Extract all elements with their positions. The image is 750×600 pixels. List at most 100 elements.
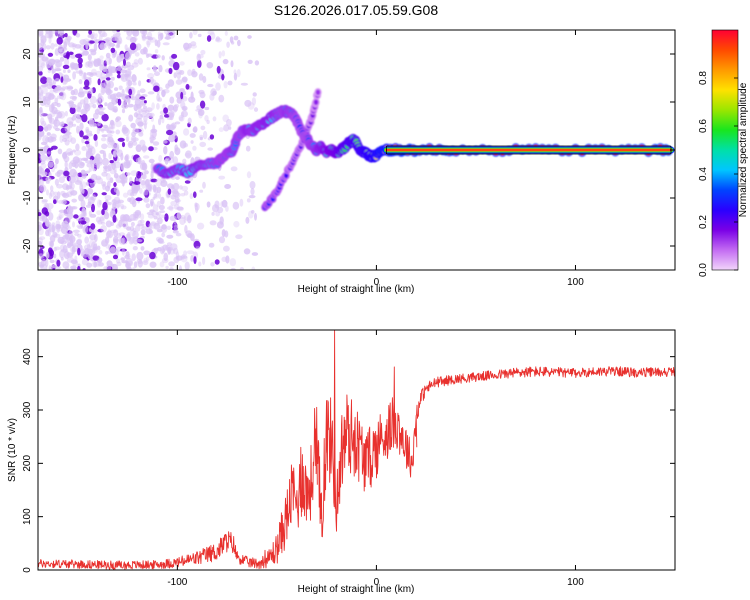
- noise-point: [82, 50, 89, 56]
- noise-point: [49, 265, 53, 270]
- noise-point: [69, 151, 74, 156]
- noise-point: [251, 97, 257, 106]
- noise-point: [128, 142, 132, 147]
- noise-point: [80, 181, 87, 188]
- chart-title: S126.2026.017.05.59.G08: [273, 2, 439, 18]
- noise-point: [97, 228, 104, 233]
- noise-point: [38, 132, 42, 142]
- noise-point: [65, 35, 73, 41]
- noise-point: [221, 50, 226, 57]
- noise-point: [99, 149, 105, 154]
- noise-point: [107, 229, 112, 238]
- noise-point: [64, 160, 68, 169]
- noise-point: [101, 209, 105, 216]
- noise-point: [62, 134, 70, 140]
- noise-point: [101, 113, 109, 122]
- noise-point: [204, 106, 210, 111]
- noise-point: [111, 263, 118, 270]
- noise-point: [49, 259, 55, 264]
- noise-point: [156, 93, 161, 102]
- noise-point: [142, 173, 147, 180]
- noise-point: [87, 187, 94, 195]
- noise-point: [155, 191, 159, 199]
- noise-point: [108, 57, 112, 65]
- noise-point: [56, 191, 61, 200]
- noise-point: [156, 54, 161, 59]
- noise-point: [189, 32, 193, 39]
- steady-carrier-line: [382, 145, 675, 155]
- noise-point: [91, 203, 95, 213]
- noise-point: [141, 144, 147, 153]
- noise-point: [117, 65, 122, 72]
- noise-point: [182, 91, 187, 96]
- noise-point: [64, 125, 71, 133]
- noise-point: [53, 119, 58, 126]
- noise-point: [103, 211, 110, 220]
- noise-point: [199, 100, 206, 109]
- noise-point: [120, 72, 126, 80]
- noise-point: [146, 107, 153, 113]
- noise-point: [208, 242, 215, 248]
- noise-point: [87, 196, 95, 205]
- noise-point: [236, 69, 241, 78]
- noise-point: [76, 175, 83, 184]
- noise-point: [112, 30, 117, 33]
- noise-point: [131, 137, 139, 142]
- noise-point: [80, 208, 87, 217]
- noise-point: [137, 122, 144, 127]
- noise-point: [58, 212, 64, 219]
- noise-point: [136, 258, 143, 264]
- noise-point: [197, 222, 205, 230]
- noise-point: [89, 159, 93, 165]
- noise-point: [55, 171, 62, 177]
- noise-point: [88, 102, 94, 108]
- noise-point: [127, 231, 131, 239]
- noise-point: [59, 121, 65, 127]
- noise-point: [58, 176, 65, 184]
- noise-point: [75, 33, 81, 38]
- noise-point: [93, 157, 99, 166]
- noise-point: [91, 261, 98, 268]
- noise-point: [160, 196, 165, 205]
- noise-point: [169, 215, 177, 221]
- noise-point: [239, 267, 244, 270]
- noise-point: [102, 65, 107, 73]
- noise-point: [156, 186, 162, 194]
- noise-point: [81, 157, 88, 161]
- noise-point: [45, 45, 51, 50]
- noise-point: [40, 117, 45, 125]
- noise-point: [139, 88, 146, 93]
- noise-point: [88, 40, 96, 44]
- noise-point: [171, 134, 178, 140]
- noise-point: [56, 224, 61, 233]
- noise-point: [83, 72, 87, 81]
- noise-point: [68, 162, 73, 170]
- noise-point: [47, 161, 54, 168]
- noise-point: [38, 58, 45, 67]
- noise-point: [120, 257, 125, 261]
- noise-point: [44, 103, 50, 108]
- noise-point: [183, 216, 187, 224]
- noise-point: [140, 229, 146, 236]
- colorbar-tick-label: 0.4: [698, 167, 709, 181]
- noise-point: [123, 58, 126, 66]
- noise-point: [233, 35, 239, 41]
- noise-point: [122, 192, 129, 198]
- noise-point: [106, 130, 113, 134]
- noise-point: [161, 224, 167, 230]
- noise-point: [169, 150, 175, 159]
- noise-point: [48, 212, 54, 221]
- noise-point: [133, 181, 141, 185]
- noise-point: [130, 122, 136, 129]
- noise-point: [103, 126, 110, 132]
- noise-point: [143, 257, 148, 263]
- noise-point: [140, 179, 146, 186]
- noise-point: [210, 88, 217, 97]
- noise-point: [44, 143, 49, 148]
- noise-point: [125, 61, 131, 68]
- noise-point: [237, 39, 241, 47]
- noise-point: [144, 170, 149, 175]
- noise-point: [39, 91, 44, 100]
- noise-point: [156, 200, 162, 208]
- noise-point: [174, 135, 178, 143]
